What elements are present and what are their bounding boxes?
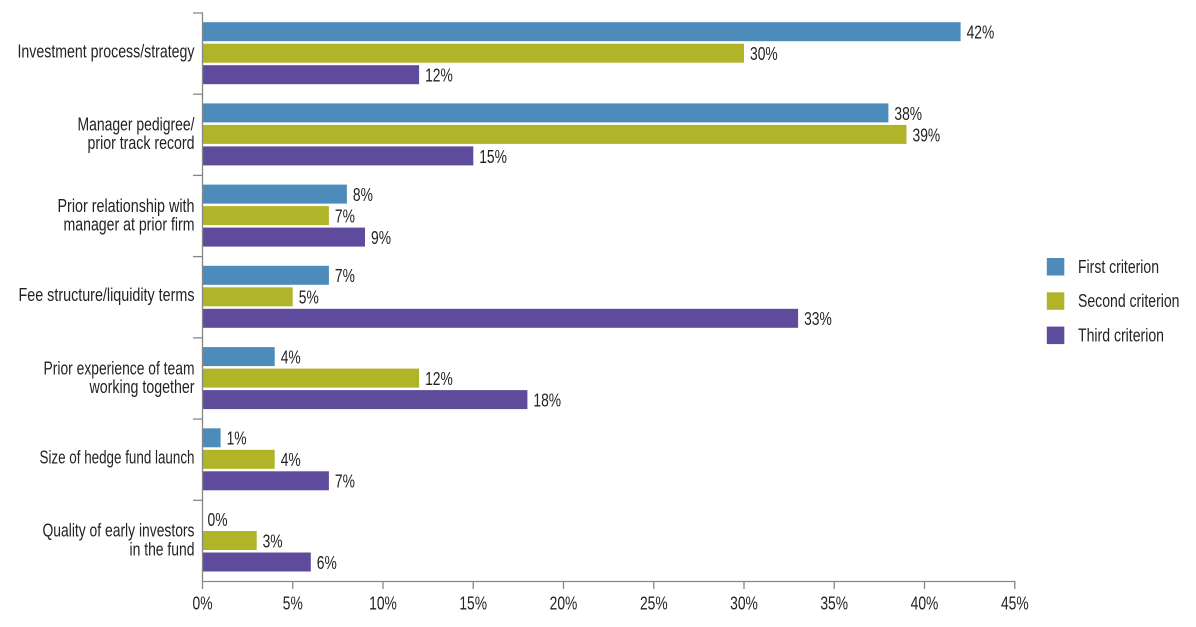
svg-text:42%: 42%	[967, 23, 995, 43]
svg-text:Second criterion: Second criterion	[1078, 291, 1180, 311]
svg-text:working together: working together	[89, 377, 195, 397]
svg-text:20%: 20%	[550, 593, 578, 613]
svg-text:15%: 15%	[479, 147, 507, 167]
svg-text:Prior relationship with: Prior relationship with	[58, 196, 195, 216]
svg-text:3%: 3%	[263, 531, 283, 551]
svg-text:manager at prior firm: manager at prior firm	[64, 214, 195, 234]
svg-text:prior track record: prior track record	[88, 133, 195, 153]
svg-text:7%: 7%	[335, 207, 355, 227]
svg-text:12%: 12%	[425, 369, 453, 389]
svg-text:45%: 45%	[1001, 593, 1029, 613]
svg-text:8%: 8%	[353, 185, 373, 205]
svg-text:Quality of early investors: Quality of early investors	[43, 521, 195, 541]
svg-text:0%: 0%	[193, 593, 213, 613]
svg-text:Fee structure/liquidity terms: Fee structure/liquidity terms	[19, 285, 195, 305]
svg-text:25%: 25%	[640, 593, 668, 613]
svg-text:5%: 5%	[283, 593, 303, 613]
svg-text:15%: 15%	[459, 593, 487, 613]
svg-text:6%: 6%	[317, 553, 337, 573]
svg-text:35%: 35%	[820, 593, 848, 613]
svg-text:40%: 40%	[911, 593, 939, 613]
svg-text:4%: 4%	[281, 450, 301, 470]
svg-text:Size of hedge fund launch: Size of hedge fund launch	[40, 448, 195, 468]
svg-text:in the fund: in the fund	[130, 539, 195, 559]
svg-text:9%: 9%	[371, 228, 391, 248]
svg-text:Manager pedigree/: Manager pedigree/	[78, 115, 196, 135]
svg-text:33%: 33%	[804, 309, 832, 329]
svg-text:Prior experience of team: Prior experience of team	[44, 358, 195, 378]
svg-text:18%: 18%	[533, 391, 561, 411]
svg-text:38%: 38%	[894, 104, 922, 124]
svg-text:1%: 1%	[227, 429, 247, 449]
svg-text:12%: 12%	[425, 66, 453, 86]
svg-text:Third criterion: Third criterion	[1078, 326, 1164, 346]
svg-text:0%: 0%	[208, 510, 228, 530]
svg-text:39%: 39%	[913, 125, 941, 145]
svg-text:5%: 5%	[299, 288, 319, 308]
svg-text:7%: 7%	[335, 266, 355, 286]
svg-text:30%: 30%	[730, 593, 758, 613]
svg-text:Investment process/strategy: Investment process/strategy	[18, 42, 196, 62]
svg-text:7%: 7%	[335, 472, 355, 492]
svg-text:4%: 4%	[281, 348, 301, 368]
svg-text:10%: 10%	[369, 593, 397, 613]
svg-text:30%: 30%	[750, 44, 778, 64]
svg-text:First criterion: First criterion	[1078, 257, 1159, 277]
